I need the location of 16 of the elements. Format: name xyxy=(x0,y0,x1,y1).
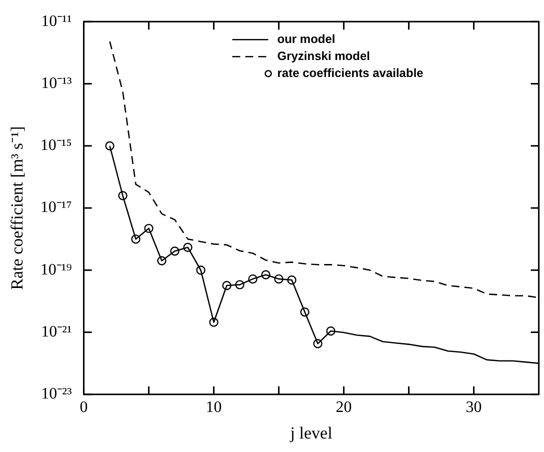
x-tick-label: 10 xyxy=(206,399,222,416)
x-tick-label: 20 xyxy=(336,399,352,416)
legend-label: rate coefficients available xyxy=(277,66,424,80)
x-tick-label: 0 xyxy=(80,399,88,416)
y-tick-label: 10⁻¹¹ xyxy=(41,12,72,30)
legend-label: Gryzinski model xyxy=(277,48,370,63)
y-tick-label: 10⁻¹⁵ xyxy=(40,137,72,154)
y-tick-label: 10⁻¹³ xyxy=(41,74,72,92)
x-axis-title: j level xyxy=(289,423,333,442)
x-tick-label: 30 xyxy=(466,399,482,416)
y-tick-label: 10⁻²¹ xyxy=(41,323,72,340)
y-tick-label: 10⁻²³ xyxy=(41,386,72,403)
y-tick-label: 10⁻¹⁹ xyxy=(40,261,72,278)
y-tick-label: 10⁻¹⁷ xyxy=(40,199,72,216)
y-axis-title: Rate coefficient [m³ s⁻¹] xyxy=(8,126,27,290)
legend-label: our model xyxy=(277,32,336,46)
